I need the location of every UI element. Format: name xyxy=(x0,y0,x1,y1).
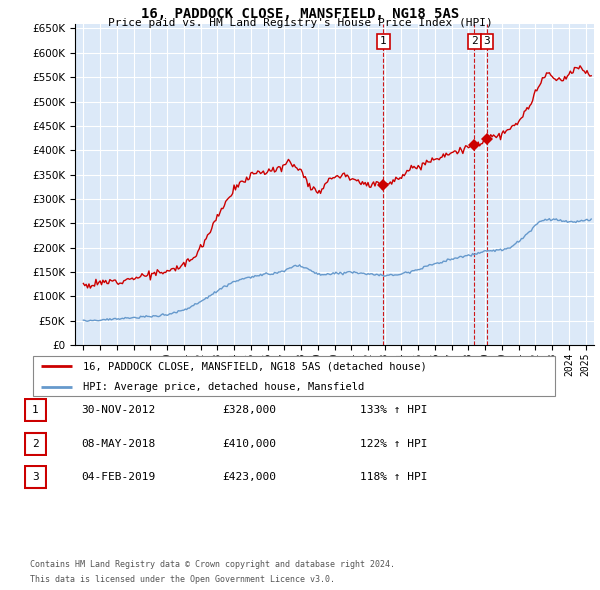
Text: 08-MAY-2018: 08-MAY-2018 xyxy=(81,439,155,448)
Text: 3: 3 xyxy=(32,473,39,482)
FancyBboxPatch shape xyxy=(25,432,46,455)
Text: 1: 1 xyxy=(380,37,387,46)
Text: 3: 3 xyxy=(484,37,490,46)
Text: HPI: Average price, detached house, Mansfield: HPI: Average price, detached house, Mans… xyxy=(83,382,364,392)
Text: 1: 1 xyxy=(32,405,39,415)
Text: This data is licensed under the Open Government Licence v3.0.: This data is licensed under the Open Gov… xyxy=(30,575,335,584)
Text: 16, PADDOCK CLOSE, MANSFIELD, NG18 5AS (detached house): 16, PADDOCK CLOSE, MANSFIELD, NG18 5AS (… xyxy=(83,362,427,371)
FancyBboxPatch shape xyxy=(25,399,46,421)
FancyBboxPatch shape xyxy=(25,466,46,489)
Text: 118% ↑ HPI: 118% ↑ HPI xyxy=(360,473,427,482)
Text: 133% ↑ HPI: 133% ↑ HPI xyxy=(360,405,427,415)
Text: 04-FEB-2019: 04-FEB-2019 xyxy=(81,473,155,482)
Text: £328,000: £328,000 xyxy=(222,405,276,415)
Text: Price paid vs. HM Land Registry's House Price Index (HPI): Price paid vs. HM Land Registry's House … xyxy=(107,18,493,28)
Text: 30-NOV-2012: 30-NOV-2012 xyxy=(81,405,155,415)
Text: £410,000: £410,000 xyxy=(222,439,276,448)
Text: 2: 2 xyxy=(471,37,478,46)
Text: 122% ↑ HPI: 122% ↑ HPI xyxy=(360,439,427,448)
Text: Contains HM Land Registry data © Crown copyright and database right 2024.: Contains HM Land Registry data © Crown c… xyxy=(30,560,395,569)
FancyBboxPatch shape xyxy=(32,356,556,396)
Text: 16, PADDOCK CLOSE, MANSFIELD, NG18 5AS: 16, PADDOCK CLOSE, MANSFIELD, NG18 5AS xyxy=(141,7,459,21)
Text: £423,000: £423,000 xyxy=(222,473,276,482)
Text: 2: 2 xyxy=(32,439,39,448)
